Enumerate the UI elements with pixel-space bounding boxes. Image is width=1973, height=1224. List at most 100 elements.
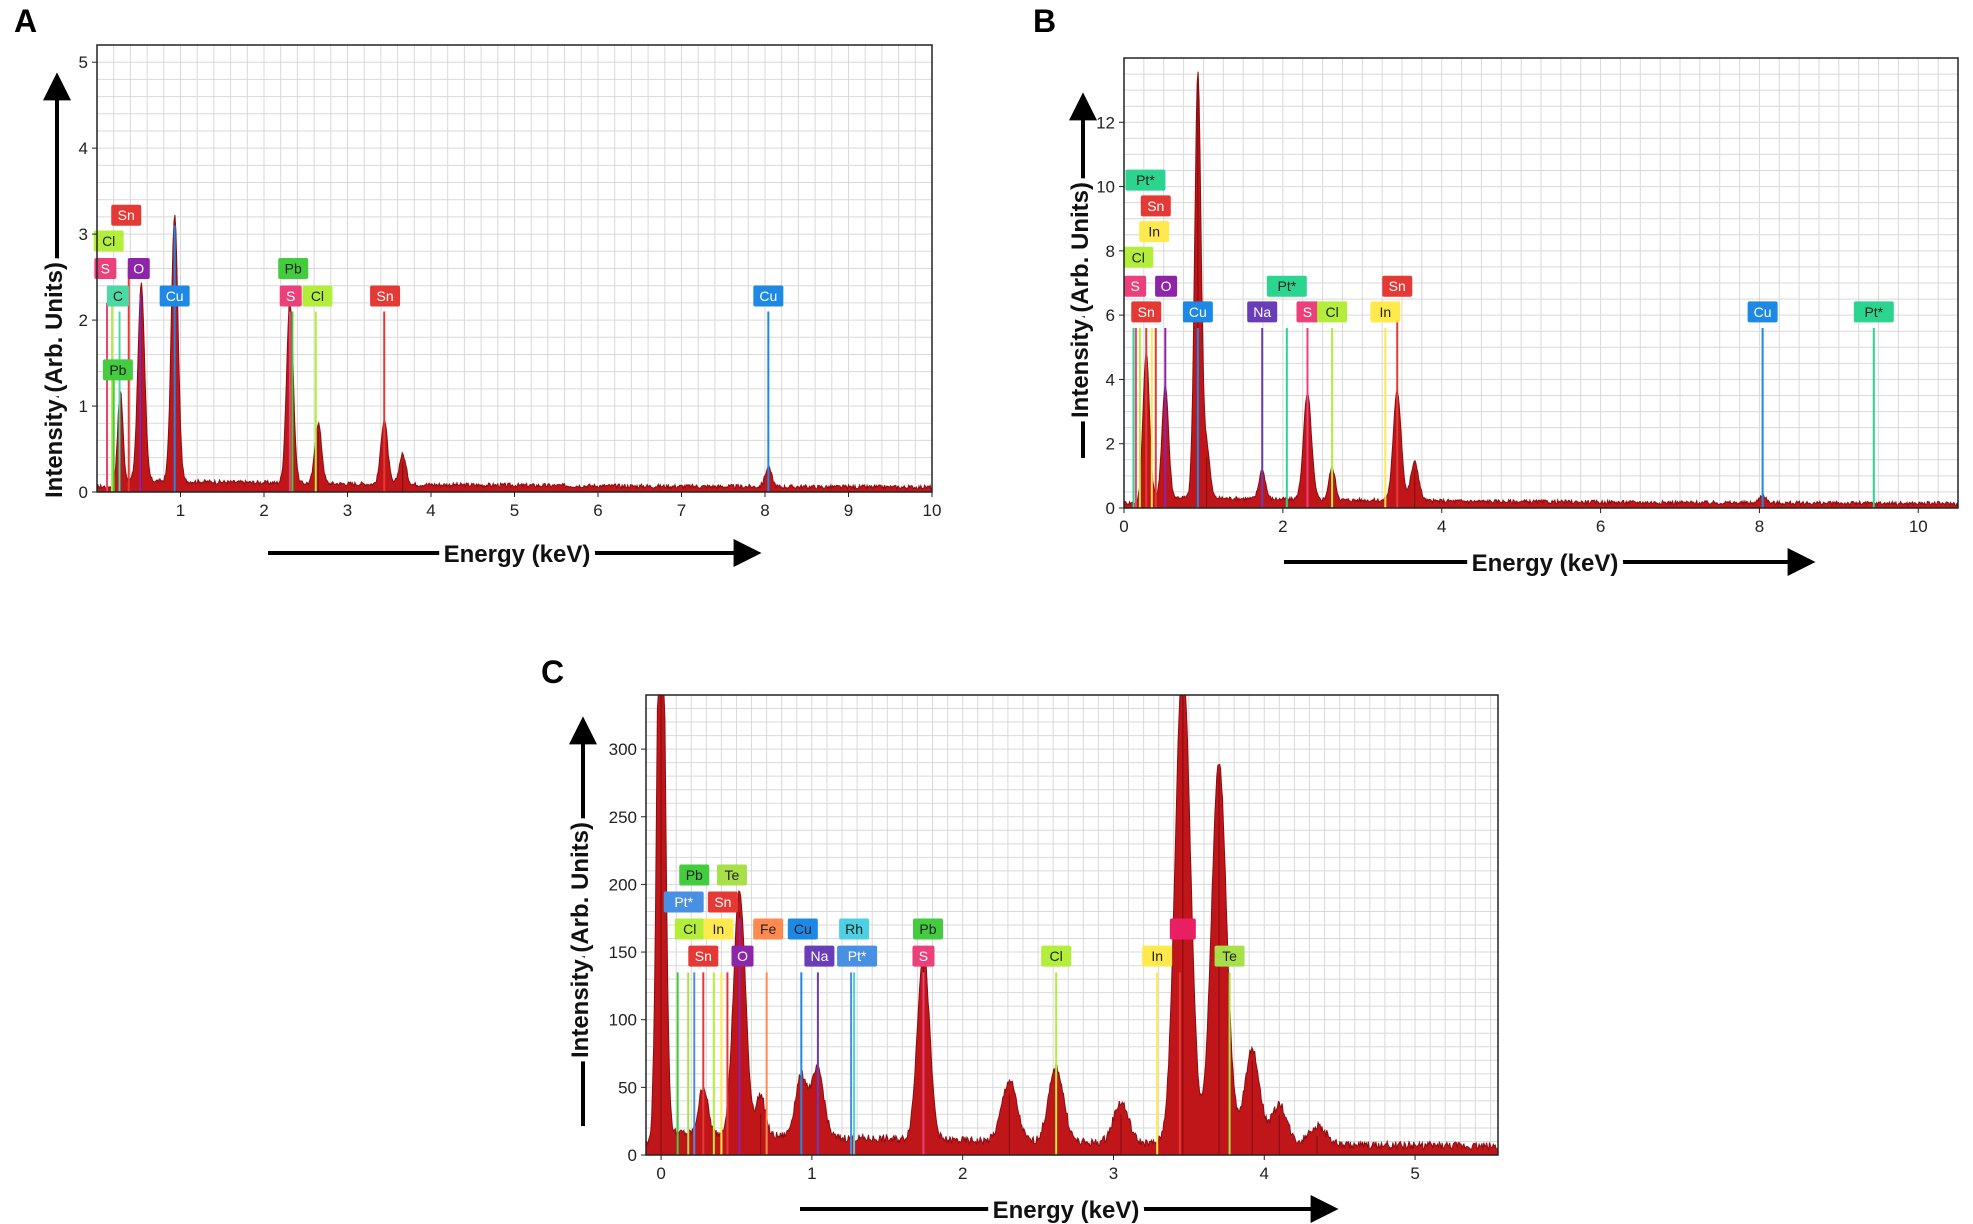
panel-c-element-label-bg [679, 864, 710, 886]
panel-c-element-label-bg [837, 945, 878, 967]
panel-b-x-tick-label: 4 [1437, 517, 1446, 536]
panel-b-frame [1123, 57, 1959, 509]
panel-b-element-label-cu-7: Cu [1182, 301, 1213, 323]
panel-a-y-tick-label: 3 [79, 225, 88, 244]
panel-c-chart: C Pb Te Pt* Sn Cl In Fe Cu Rh Pb Sn O Na Pt* S Cl In Te 0 1… [541, 654, 1499, 1224]
panel-c-y-axis-label: Intensity (Arb. Units) [567, 822, 594, 1058]
panel-b-element-label-text: Cl [1325, 304, 1338, 320]
panel-c-element-label-bg [1169, 918, 1196, 940]
panel-b-x-tick-label: 10 [1909, 517, 1928, 536]
panel-b-y-axis-label: Intensity (Arb. Units) [1067, 182, 1094, 418]
panel-a-x-tick-label: 2 [259, 501, 268, 520]
panel-b-element-label-bg [1370, 301, 1401, 323]
panel-c-element-label-bg [703, 918, 734, 940]
panel-c-spectrum-area [646, 695, 1498, 1155]
panel-c-element-label-marker-17 [1169, 918, 1196, 940]
panel-c-element-label-bg [716, 864, 747, 886]
panel-c-element-label-text: Rh [845, 921, 863, 937]
panel-c-x-tick-label: 3 [1109, 1164, 1118, 1183]
panel-b-element-label-cl-11: Cl [1317, 301, 1348, 323]
panel-c-element-label-text: Te [1222, 948, 1237, 964]
panel-c-element-label-s-14: S [912, 945, 935, 967]
panel-a-element-label-text: Cu [759, 288, 777, 304]
panel-a-element-label-bg [279, 285, 302, 307]
panel-c-element-label-te-18: Te [1214, 945, 1245, 967]
panel-c-element-label-cl-15: Cl [1041, 945, 1072, 967]
panel-c-element-label-text: Cl [1050, 948, 1063, 964]
panel-a-element-label-text: Pb [109, 362, 126, 378]
panel-b-y-tick-label: 10 [1096, 178, 1115, 197]
panel-c-element-label-pt-13: Pt* [837, 945, 878, 967]
panel-b-element-label-bg [1125, 169, 1166, 191]
panel-b-element-label-bg [1123, 246, 1154, 268]
panel-c-element-label-text: Pb [686, 867, 703, 883]
panel-a-element-label-bg [302, 285, 333, 307]
panel-c-element-label-pt-2: Pt* [663, 891, 704, 913]
panel-a-element-label-text: Cu [166, 288, 184, 304]
panel-a-y-axis-label: Intensity (Arb. Units) [41, 262, 68, 498]
panel-b-element-label-bg [1853, 301, 1894, 323]
panel-b-element-label-bg [1747, 301, 1778, 323]
panel-c-y-tick-label: 0 [628, 1146, 637, 1165]
panel-b-x-tick-label: 6 [1596, 517, 1605, 536]
panel-c-element-label-sn-3: Sn [707, 891, 738, 913]
panel-a-x-tick-label: 8 [760, 501, 769, 520]
panel-a-x-axis-label: Energy (keV) [444, 541, 591, 568]
panel-c-x-tick-label: 0 [656, 1164, 665, 1183]
panel-a-x-tick-label: 4 [426, 501, 435, 520]
panel-c-y-tick-label: 100 [609, 1011, 637, 1030]
panel-c-element-label-o-11: O [731, 945, 754, 967]
panel-b-element-label-s-10: S [1296, 301, 1319, 323]
panel-c-element-label-bg [1214, 945, 1245, 967]
panel-a-element-label-cu-11: Cu [753, 285, 784, 307]
panel-b-element-label-in-12: In [1370, 301, 1401, 323]
panel-b-grid [1123, 57, 1959, 509]
panel-b-element-label-o-5: O [1155, 275, 1178, 297]
panel-b-element-label-text: Pt* [1277, 278, 1296, 294]
panel-a-element-label-text: S [286, 288, 295, 304]
panel-b-element-label-bg [1124, 275, 1147, 297]
panel-a-element-label-text: O [133, 261, 144, 277]
panel-b-element-label-bg [1382, 275, 1413, 297]
panel-c-element-label-te-1: Te [716, 864, 747, 886]
panel-a-element-label-bg [370, 285, 401, 307]
panel-c-y-tick-label: 150 [609, 943, 637, 962]
panel-b-y-tick-label: 0 [1106, 499, 1115, 518]
panel-c-plot-area: Pb Te Pt* Sn Cl In Fe Cu Rh Pb Sn O Na Pt* S Cl In Te 0 1 2 3… [609, 694, 1499, 1183]
panel-b-element-label-text: Sn [1147, 198, 1164, 214]
panel-a-y-tick-label: 1 [79, 397, 88, 416]
panel-c-element-label-bg [804, 945, 835, 967]
panel-b-y-tick-label: 8 [1106, 242, 1115, 261]
panel-b-letter: B [1033, 3, 1056, 39]
panel-b-element-label-bg [1317, 301, 1348, 323]
panel-c-element-label-bg [674, 918, 705, 940]
panel-b-element-label-text: Pt* [1136, 172, 1155, 188]
panel-c-x-tick-label: 4 [1260, 1164, 1269, 1183]
panel-a-element-label-text: Cl [311, 288, 324, 304]
panel-c-y-tick-label: 50 [618, 1078, 637, 1097]
panel-c-element-label-bg [688, 945, 719, 967]
panel-c-element-label-text: In [713, 921, 725, 937]
panel-c-element-label-text: Pt* [674, 894, 693, 910]
panel-b-element-label-text: Cl [1132, 249, 1145, 265]
panel-c-element-label-in-5: In [703, 918, 734, 940]
panel-c-element-label-bg [912, 945, 935, 967]
panel-a-x-tick-label: 10 [923, 501, 942, 520]
panel-c-element-label-text: Pb [919, 921, 936, 937]
panel-a-x-tick-label: 6 [593, 501, 602, 520]
panel-a-element-label-text: Sn [118, 207, 135, 223]
panel-a-x-tick-label: 3 [343, 501, 352, 520]
panel-c-element-label-rh-8: Rh [839, 918, 870, 940]
panel-c-element-label-text: O [737, 948, 748, 964]
panel-c-element-label-bg [912, 918, 943, 940]
panel-b-element-label-text: S [1303, 304, 1312, 320]
panel-c-element-label-bg [663, 891, 704, 913]
panel-b-element-label-s-4: S [1124, 275, 1147, 297]
panel-a-element-label-bg [94, 258, 117, 279]
panel-b-element-label-bg [1182, 301, 1213, 323]
panel-b-x-axis-label: Energy (keV) [1472, 550, 1619, 577]
